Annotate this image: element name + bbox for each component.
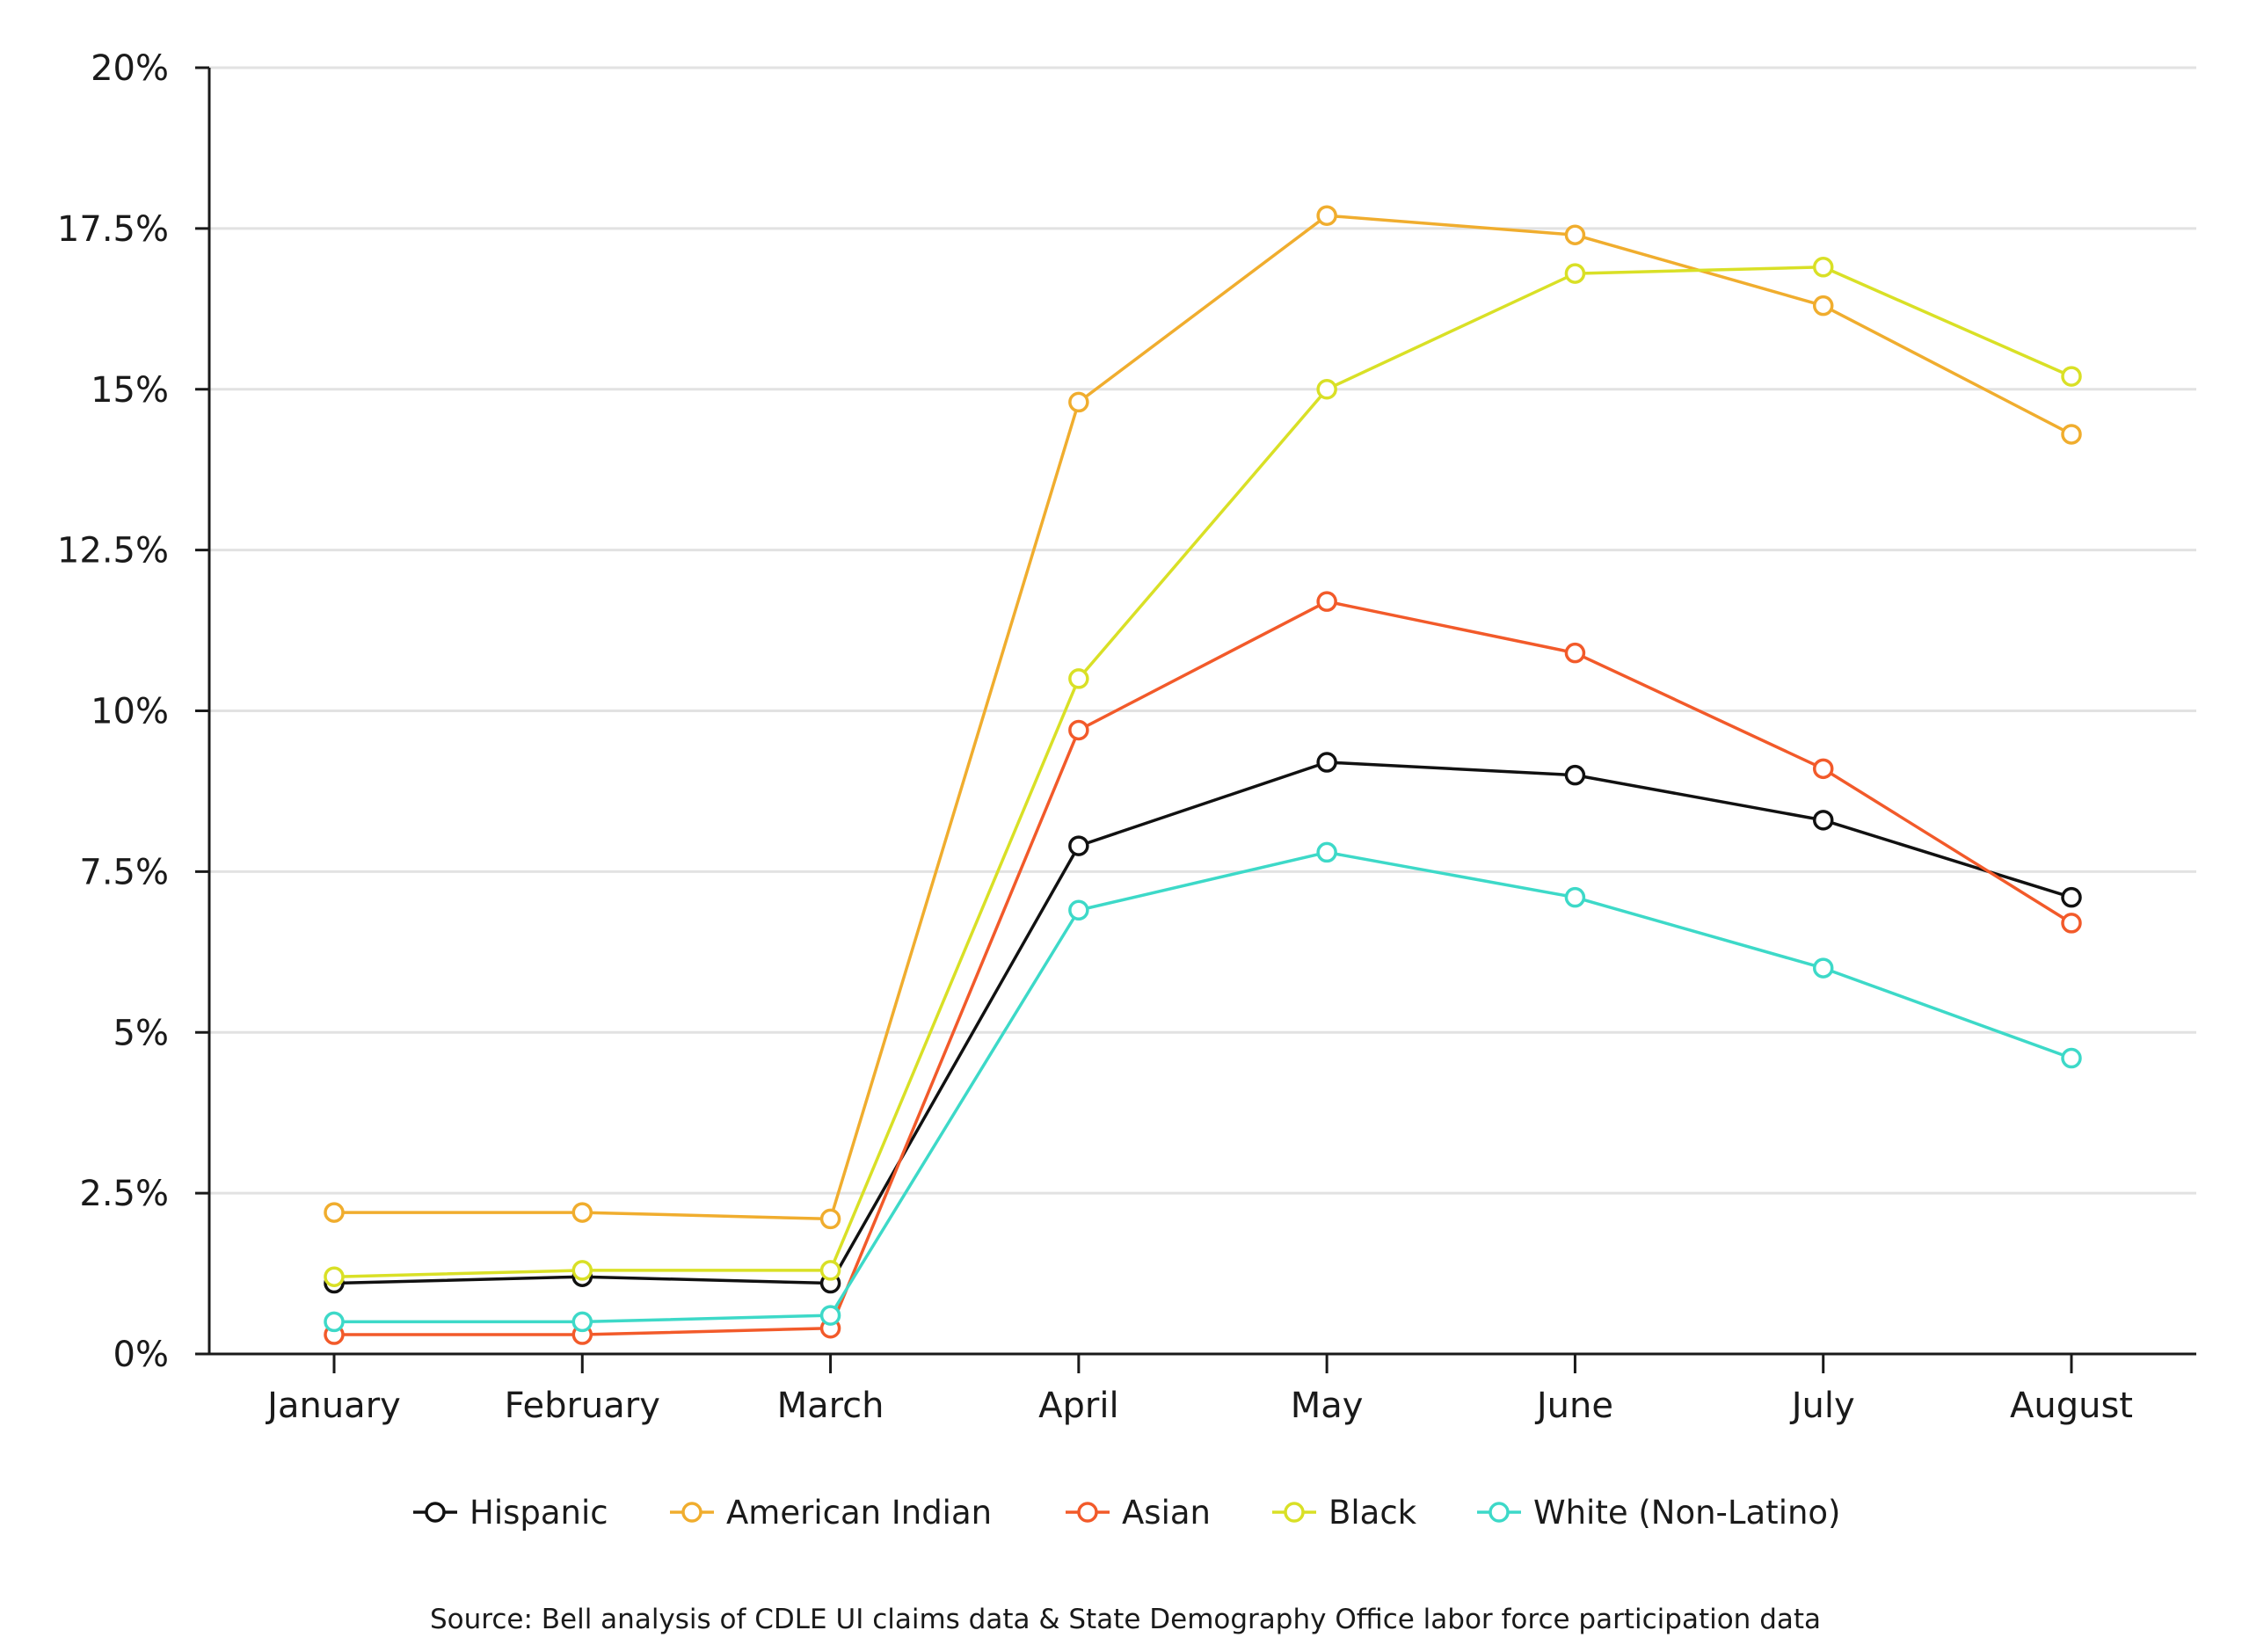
data-point-asian [1564,642,1586,664]
x-tick-label-february: February [505,1386,660,1426]
data-point-black [1316,379,1337,400]
series-asian [324,591,2082,1345]
y-tick-label: 10% [91,692,169,732]
data-point-american-indian [1812,295,1834,317]
legend-item-american-indian: American Indian [670,1494,992,1532]
y-tick-label: 15% [91,370,169,411]
series-american-indian [324,205,2082,1230]
data-point-hispanic [1812,810,1834,831]
data-point-black [324,1266,345,1287]
series-line-white-non-latino [334,850,2072,1324]
data-point-white-non-latino [819,1305,841,1326]
data-point-white-non-latino [571,1311,593,1333]
x-tick-label-august: August [2010,1386,2133,1426]
legend-swatch-marker [681,1502,702,1523]
x-tick-label-june: June [1534,1386,1613,1426]
legend: Hispanic American Indian Asian Black White (… [413,1494,1841,1532]
data-point-american-indian [819,1208,841,1230]
data-point-asian [1316,591,1337,612]
source-note: Source: Bell analysis of CDLE UI claims … [430,1604,1821,1635]
series-line-asian [334,600,2072,1336]
y-tick-label: 0% [113,1335,169,1375]
data-point-american-indian [1564,224,1586,245]
data-point-white-non-latino [1316,841,1337,863]
series-line-hispanic [333,761,2072,1285]
legend-swatch-marker [1489,1502,1510,1523]
y-tick-label: 5% [113,1013,169,1053]
legend-label: Black [1328,1494,1417,1532]
legend-item-hispanic: Hispanic [413,1494,608,1532]
legend-swatch-marker [1077,1502,1098,1523]
data-point-american-indian [1068,391,1089,413]
y-tick-label: 7.5% [79,852,169,892]
data-point-black [571,1260,593,1281]
legend-swatch-marker [425,1502,446,1523]
series-line-black [333,266,2072,1278]
legend-item-white-non-latino: White (Non-Latino) [1477,1494,1841,1532]
axes: 0% 2.5% 5% 7.5% 10% 12.5% 15% 17.5% 20% January Fe… [57,48,2196,1426]
legend-swatch-marker [1284,1502,1305,1523]
data-point-american-indian [571,1202,593,1223]
legend-item-black: Black [1272,1494,1417,1532]
y-tick-label: 12.5% [57,531,169,571]
x-tick-label-may: May [1291,1386,1364,1426]
y-tick-label: 20% [91,48,169,89]
data-point-black [2061,366,2082,387]
x-tick-label-january: January [265,1386,401,1426]
data-point-black [1812,257,1834,278]
y-tick-label: 17.5% [57,209,169,250]
legend-label: White (Non-Latino) [1533,1494,1841,1532]
series-white-non-latino [324,841,2082,1333]
x-tick-label-july: July [1789,1386,1855,1426]
data-point-white-non-latino [1812,957,1834,979]
data-point-white-non-latino [1068,899,1089,921]
data-point-american-indian [324,1202,345,1223]
data-point-white-non-latino [2061,1047,2082,1069]
data-point-asian [2061,913,2082,934]
data-point-hispanic [1316,752,1337,773]
data-point-black [1564,263,1586,284]
data-point-white-non-latino [324,1311,345,1333]
legend-label: American Indian [726,1494,992,1532]
data-point-hispanic [1564,764,1586,786]
data-point-american-indian [1316,205,1337,226]
data-point-white-non-latino [1564,886,1586,908]
series-lines [324,205,2082,1345]
gridlines [209,66,2196,1195]
data-point-black [1068,668,1089,689]
data-point-hispanic [2061,886,2082,908]
legend-item-asian: Asian [1066,1494,1211,1532]
data-point-asian [1068,719,1089,741]
data-point-asian [1812,758,1834,780]
data-point-black [819,1260,841,1281]
legend-label: Hispanic [470,1494,608,1532]
series-black [324,257,2082,1287]
x-tick-label-march: March [777,1386,884,1426]
series-line-american-indian [334,214,2072,1221]
data-point-american-indian [2061,424,2082,445]
legend-label: Asian [1122,1494,1211,1532]
y-tick-label: 2.5% [79,1174,169,1214]
data-point-hispanic [1068,835,1089,856]
x-tick-label-april: April [1038,1386,1118,1426]
